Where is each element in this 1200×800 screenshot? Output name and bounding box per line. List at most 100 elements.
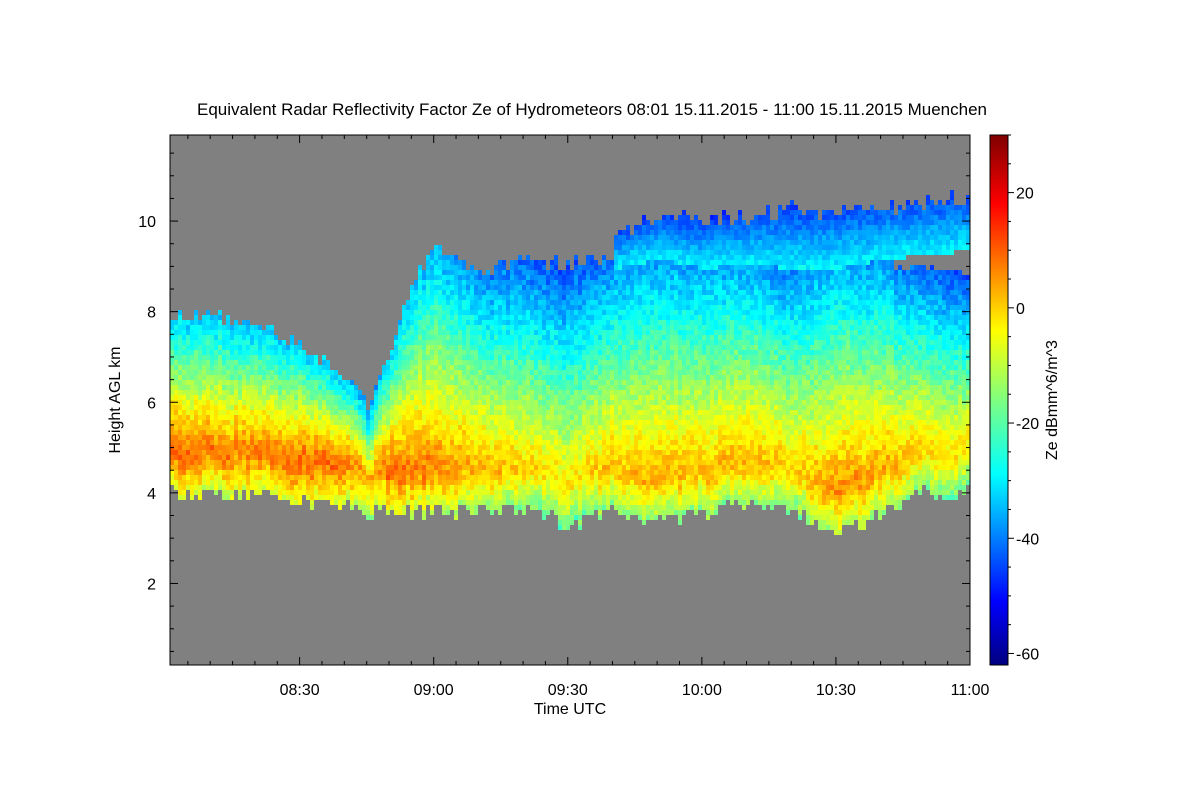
heat-cell — [602, 310, 606, 315]
heat-cell — [310, 505, 314, 510]
heat-cell — [502, 470, 506, 475]
heat-cell — [634, 350, 638, 355]
heat-cell — [534, 380, 538, 385]
heat-cell — [274, 370, 278, 375]
heat-cell — [546, 350, 550, 355]
heat-cell — [602, 300, 606, 305]
heat-cell — [446, 415, 450, 420]
heat-cell — [422, 370, 426, 375]
heat-cell — [234, 325, 238, 330]
heat-cell — [590, 420, 594, 425]
heat-cell — [378, 420, 382, 425]
heat-cell — [618, 505, 622, 510]
heat-cell — [622, 355, 626, 360]
heat-cell — [418, 340, 422, 345]
heat-cell — [462, 340, 466, 345]
heat-cell — [562, 480, 566, 485]
heat-cell — [534, 440, 538, 445]
heat-cell — [518, 350, 522, 355]
heat-cell — [606, 495, 610, 500]
heat-cell — [414, 295, 418, 300]
heat-cell — [246, 380, 250, 385]
heat-cell — [218, 450, 222, 455]
heat-cell — [406, 405, 410, 410]
heat-cell — [414, 410, 418, 415]
heat-cell — [402, 315, 406, 320]
heat-cell — [430, 260, 434, 265]
heat-cell — [458, 350, 462, 355]
heat-cell — [590, 395, 594, 400]
heat-cell — [226, 425, 230, 430]
heat-cell — [310, 395, 314, 400]
heat-cell — [582, 355, 586, 360]
heat-cell — [570, 390, 574, 395]
heat-cell — [642, 445, 646, 450]
heat-cell — [442, 445, 446, 450]
heat-cell — [190, 410, 194, 415]
heat-cell — [510, 315, 514, 320]
heat-cell — [486, 500, 490, 505]
heat-cell — [474, 350, 478, 355]
heat-cell — [294, 395, 298, 400]
heat-cell — [438, 395, 442, 400]
heat-cell — [290, 465, 294, 470]
heat-cell — [194, 340, 198, 345]
heat-cell — [482, 370, 486, 375]
heat-cell — [522, 365, 526, 370]
heat-cell — [174, 380, 178, 385]
heat-cell — [210, 380, 214, 385]
heat-cell — [326, 370, 330, 375]
heat-cell — [250, 335, 254, 340]
heat-cell — [354, 485, 358, 490]
heat-cell — [498, 290, 502, 295]
heat-cell — [290, 370, 294, 375]
heat-cell — [286, 410, 290, 415]
heat-cell — [542, 280, 546, 285]
heat-cell — [322, 465, 326, 470]
heat-cell — [402, 485, 406, 490]
heat-cell — [482, 305, 486, 310]
heat-cell — [430, 495, 434, 500]
heat-cell — [278, 435, 282, 440]
heat-cell — [350, 435, 354, 440]
heat-cell — [350, 460, 354, 465]
heat-cell — [506, 365, 510, 370]
heat-cell — [238, 490, 242, 495]
heat-cell — [546, 380, 550, 385]
heat-cell — [330, 400, 334, 405]
heat-cell — [398, 380, 402, 385]
heat-cell — [306, 420, 310, 425]
heat-cell — [438, 495, 442, 500]
heat-cell — [430, 485, 434, 490]
heat-cell — [282, 470, 286, 475]
heat-cell — [518, 420, 522, 425]
heat-cell — [278, 340, 282, 345]
heat-cell — [330, 445, 334, 450]
heat-cell — [574, 455, 578, 460]
heat-cell — [534, 490, 538, 495]
heat-cell — [446, 420, 450, 425]
heat-cell — [522, 450, 526, 455]
heat-cell — [202, 480, 206, 485]
heat-cell — [334, 490, 338, 495]
heat-cell — [366, 410, 370, 415]
heat-cell — [198, 440, 202, 445]
heat-cell — [314, 485, 318, 490]
heat-cell — [438, 370, 442, 375]
heat-cell — [626, 420, 630, 425]
heat-cell — [278, 365, 282, 370]
heat-cell — [582, 455, 586, 460]
heat-cell — [254, 480, 258, 485]
heat-cell — [494, 410, 498, 415]
heat-cell — [426, 290, 430, 295]
heat-cell — [450, 470, 454, 475]
heat-cell — [334, 385, 338, 390]
heat-cell — [598, 265, 602, 270]
heat-cell — [418, 270, 422, 275]
heat-cell — [222, 460, 226, 465]
heat-cell — [542, 355, 546, 360]
heat-cell — [630, 265, 634, 270]
heat-cell — [198, 335, 202, 340]
heat-cell — [210, 335, 214, 340]
heat-cell — [486, 275, 490, 280]
